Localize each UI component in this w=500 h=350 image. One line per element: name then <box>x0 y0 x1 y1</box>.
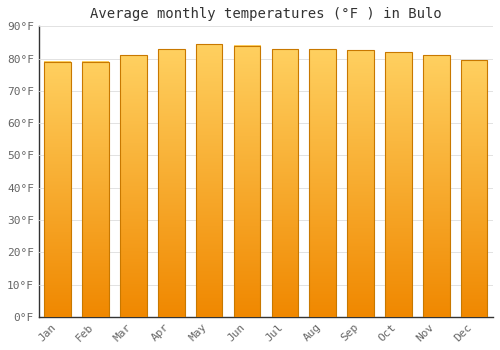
Bar <box>348 50 374 317</box>
Bar <box>385 52 411 317</box>
Bar <box>44 62 71 317</box>
Bar <box>423 55 450 317</box>
Bar <box>120 55 146 317</box>
Title: Average monthly temperatures (°F ) in Bulo: Average monthly temperatures (°F ) in Bu… <box>90 7 442 21</box>
Bar <box>196 44 222 317</box>
Bar <box>461 60 487 317</box>
Bar <box>158 49 184 317</box>
Bar <box>310 49 336 317</box>
Bar <box>234 46 260 317</box>
Bar <box>272 49 298 317</box>
Bar <box>82 62 109 317</box>
